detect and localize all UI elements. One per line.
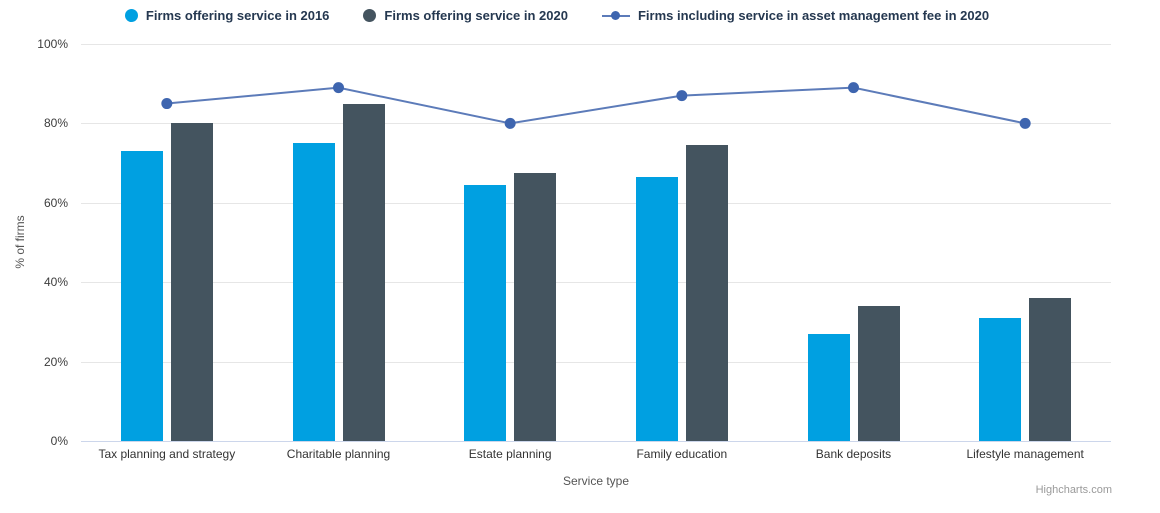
line-point-bank-deposits[interactable] [848, 82, 859, 94]
x-axis-line [81, 441, 1111, 442]
bar-2016-bank-deposits[interactable] [807, 333, 850, 441]
bar-2020-tax-planning-and-strategy[interactable] [170, 123, 213, 441]
legend-item-offering-2020[interactable]: Firms offering service in 2020 [363, 8, 568, 23]
line-path [166, 86, 1026, 125]
bar-2016-charitable-planning[interactable] [292, 143, 335, 441]
bar-2020-family-education[interactable] [685, 145, 728, 441]
legend-item-asset-fee-2020[interactable]: Firms including service in asset managem… [601, 8, 990, 23]
legend-label: Firms including service in asset managem… [637, 8, 990, 23]
gridline-100 [81, 44, 1111, 45]
bar-2020-charitable-planning[interactable] [342, 103, 385, 441]
legend-line-icon [601, 9, 630, 22]
legend: Firms offering service in 2016 Firms off… [0, 8, 1114, 23]
y-tick-label-0: 0% [50, 434, 68, 448]
x-label-lifestyle-management: Lifestyle management [966, 447, 1084, 461]
bar-2016-tax-planning-and-strategy[interactable] [120, 151, 163, 441]
x-label-bank-deposits: Bank deposits [815, 447, 892, 461]
bar-2016-lifestyle-management[interactable] [979, 317, 1022, 441]
bar-2016-estate-planning[interactable] [464, 184, 507, 441]
gridline-60 [81, 202, 1111, 204]
line-point-family-education[interactable] [676, 90, 688, 102]
x-label-estate-planning: Estate planning [468, 447, 552, 461]
x-label-tax-planning-and-strategy: Tax planning and strategy [98, 447, 236, 461]
legend-item-offering-2016[interactable]: Firms offering service in 2016 [124, 8, 330, 23]
legend-label: Firms offering service in 2016 [145, 8, 330, 23]
gridline-40 [81, 282, 1111, 284]
y-tick-label-80: 80% [43, 116, 68, 131]
y-tick-label-60: 60% [43, 195, 68, 210]
highcharts-credit-link[interactable]: Highcharts.com [1035, 484, 1112, 496]
line-point-charitable-planning[interactable] [333, 82, 344, 94]
y-tick-label-20: 20% [43, 354, 68, 369]
legend-circle-icon-2020 [363, 9, 377, 22]
line-point-lifestyle-management[interactable] [1019, 117, 1031, 129]
y-tick-label-40: 40% [43, 275, 68, 290]
bar-2020-bank-deposits[interactable] [857, 306, 900, 441]
gridline-80 [81, 123, 1111, 125]
x-label-charitable-planning: Charitable planning [286, 447, 391, 461]
line-point-tax-planning-and-strategy[interactable] [161, 98, 173, 110]
line-series-asset-fee [161, 82, 1031, 129]
x-label-family-education: Family education [636, 447, 728, 461]
legend-label: Firms offering service in 2020 [384, 8, 568, 23]
y-axis-title: % of firms [13, 215, 27, 269]
gridline-20 [81, 361, 1111, 363]
legend-circle-icon-2016 [124, 9, 138, 22]
bar-2020-lifestyle-management[interactable] [1029, 298, 1072, 441]
bar-2016-family-education[interactable] [635, 176, 678, 441]
x-axis-title: Service type [562, 474, 630, 488]
bar-2020-estate-planning[interactable] [514, 173, 557, 441]
line-point-estate-planning[interactable] [504, 117, 516, 129]
y-tick-label-100: 100% [37, 37, 68, 51]
